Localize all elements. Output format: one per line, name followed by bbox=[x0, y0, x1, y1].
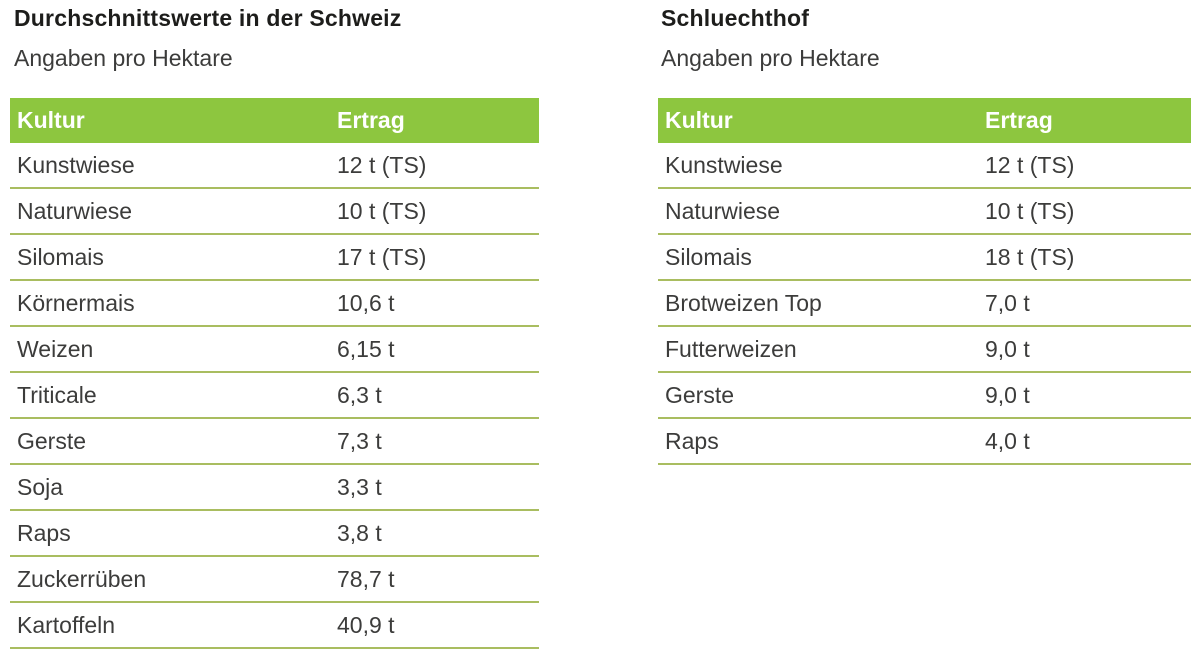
table-title: Durchschnittswerte in der Schweiz bbox=[14, 5, 402, 31]
table-row: Silomais 18 t (TS) bbox=[658, 235, 1191, 281]
table-row: Futterweizen 9,0 t bbox=[658, 327, 1191, 373]
table-row: Gerste 7,3 t bbox=[10, 419, 539, 465]
cell-ertrag: 7,0 t bbox=[985, 289, 1030, 316]
cell-kultur: Naturwiese bbox=[17, 197, 133, 224]
schluechthof-table: Schluechthof Angaben pro Hektare Kultur … bbox=[658, 0, 1191, 465]
cell-ertrag: 10 t (TS) bbox=[337, 197, 427, 224]
cell-kultur: Soja bbox=[17, 473, 64, 500]
column-header-ertrag: Ertrag bbox=[337, 107, 405, 133]
table-row: Brotweizen Top 7,0 t bbox=[658, 281, 1191, 327]
cell-ertrag: 12 t (TS) bbox=[985, 151, 1075, 178]
cell-ertrag: 78,7 t bbox=[337, 565, 395, 592]
cell-ertrag: 6,3 t bbox=[337, 381, 382, 408]
table-row: Weizen 6,15 t bbox=[10, 327, 539, 373]
cell-ertrag: 9,0 t bbox=[985, 381, 1030, 408]
table-row: Gerste 9,0 t bbox=[658, 373, 1191, 419]
table-body: Kunstwiese 12 t (TS) Naturwiese 10 t (TS) Si… bbox=[658, 143, 1191, 465]
cell-ertrag: 18 t (TS) bbox=[985, 243, 1075, 270]
cell-kultur: Triticale bbox=[17, 381, 97, 408]
swiss-averages-table: Durchschnittswerte in der Schweiz Angabe… bbox=[10, 0, 539, 649]
table-row: Kunstwiese 12 t (TS) bbox=[658, 143, 1191, 189]
cell-kultur: Gerste bbox=[17, 427, 87, 454]
cell-kultur: Zuckerrüben bbox=[17, 565, 147, 592]
table-title: Schluechthof bbox=[661, 5, 810, 31]
table-row: Soja 3,3 t bbox=[10, 465, 539, 511]
table-row: Kartoffeln 40,9 t bbox=[10, 603, 539, 649]
table-row: Raps 3,8 t bbox=[10, 511, 539, 557]
cell-ertrag: 3,3 t bbox=[337, 473, 382, 500]
cell-ertrag: 3,8 t bbox=[337, 519, 382, 546]
cell-ertrag: 9,0 t bbox=[985, 335, 1030, 362]
cell-kultur: Silomais bbox=[665, 243, 752, 270]
cell-kultur: Kunstwiese bbox=[17, 151, 135, 178]
table-row: Körnermais 10,6 t bbox=[10, 281, 539, 327]
column-header-kultur: Kultur bbox=[665, 107, 733, 133]
table-row: Triticale 6,3 t bbox=[10, 373, 539, 419]
cell-ertrag: 6,15 t bbox=[337, 335, 395, 362]
table-row: Kunstwiese 12 t (TS) bbox=[10, 143, 539, 189]
table-row: Zuckerrüben 78,7 t bbox=[10, 557, 539, 603]
cell-kultur: Weizen bbox=[17, 335, 94, 362]
table-body: Kunstwiese 12 t (TS) Naturwiese 10 t (TS) Si… bbox=[10, 143, 539, 649]
cell-ertrag: 17 t (TS) bbox=[337, 243, 427, 270]
table-row: Naturwiese 10 t (TS) bbox=[658, 189, 1191, 235]
cell-kultur: Raps bbox=[17, 519, 71, 546]
cell-kultur: Silomais bbox=[17, 243, 104, 270]
column-header-ertrag: Ertrag bbox=[985, 107, 1053, 133]
table-subtitle: Angaben pro Hektare bbox=[661, 45, 880, 71]
cell-kultur: Körnermais bbox=[17, 289, 135, 316]
cell-kultur: Kartoffeln bbox=[17, 611, 116, 638]
cell-ertrag: 10,6 t bbox=[337, 289, 395, 316]
cell-ertrag: 10 t (TS) bbox=[985, 197, 1075, 224]
cell-kultur: Brotweizen Top bbox=[665, 289, 822, 316]
cell-ertrag: 40,9 t bbox=[337, 611, 395, 638]
cell-kultur: Kunstwiese bbox=[665, 151, 783, 178]
cell-ertrag: 12 t (TS) bbox=[337, 151, 427, 178]
table-row: Raps 4,0 t bbox=[658, 419, 1191, 465]
cell-kultur: Gerste bbox=[665, 381, 735, 408]
table-header-row: Kultur Ertrag bbox=[10, 98, 539, 143]
cell-kultur: Futterweizen bbox=[665, 335, 797, 362]
cell-kultur: Naturwiese bbox=[665, 197, 781, 224]
table-row: Naturwiese 10 t (TS) bbox=[10, 189, 539, 235]
table-row: Silomais 17 t (TS) bbox=[10, 235, 539, 281]
cell-kultur: Raps bbox=[665, 427, 719, 454]
column-header-kultur: Kultur bbox=[17, 107, 85, 133]
table-subtitle: Angaben pro Hektare bbox=[14, 45, 233, 71]
cell-ertrag: 4,0 t bbox=[985, 427, 1030, 454]
cell-ertrag: 7,3 t bbox=[337, 427, 382, 454]
table-header-row: Kultur Ertrag bbox=[658, 98, 1191, 143]
